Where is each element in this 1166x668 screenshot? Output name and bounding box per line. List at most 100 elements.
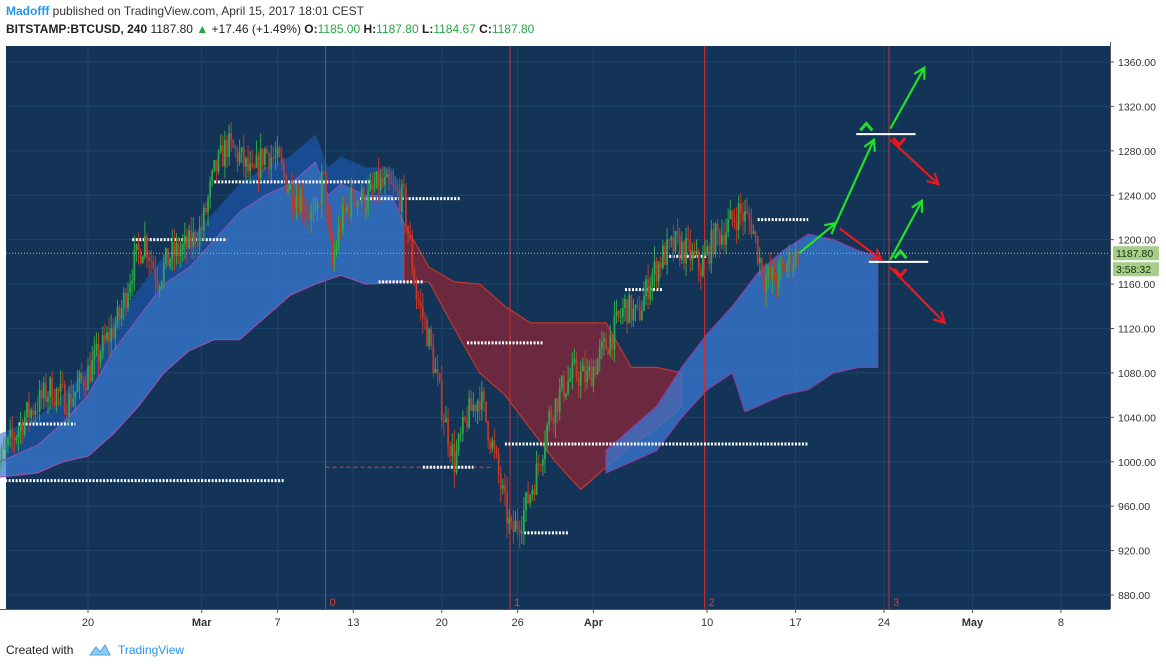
candle-body: [63, 384, 66, 414]
price-tick-label: 1040.00: [1118, 412, 1156, 424]
candle-body: [120, 308, 123, 320]
price-axis[interactable]: 880.00 920.00 960.00 1000.00 1040.00 1080.00 1…: [1110, 42, 1166, 632]
candle-body: [638, 305, 641, 321]
candle-body: [17, 430, 20, 438]
candle-body: [655, 261, 658, 282]
tradingview-link[interactable]: TradingView: [118, 643, 185, 657]
author-link[interactable]: Madofff: [6, 4, 50, 18]
candle-body: [245, 158, 247, 167]
candle-body: [405, 187, 407, 226]
candle-body: [150, 260, 153, 262]
candle-body: [417, 299, 420, 303]
candle-body: [525, 492, 527, 511]
candle-body: [445, 418, 447, 423]
candle-body: [66, 413, 68, 415]
candle-body: [110, 328, 113, 342]
candle-body: [373, 187, 376, 189]
candle-body: [752, 231, 755, 234]
candle-body: [398, 191, 401, 212]
candle-body: [651, 274, 654, 287]
candle-body: [661, 245, 664, 269]
candle-body: [558, 388, 561, 412]
candle-body: [647, 278, 650, 300]
candle-body: [748, 213, 751, 221]
candle-body: [487, 421, 490, 442]
candle-body: [369, 183, 372, 191]
candle-body: [78, 372, 81, 385]
candle-body: [280, 157, 283, 165]
candle-body: [158, 286, 161, 290]
candle-body: [346, 206, 348, 211]
candle-body: [727, 219, 730, 233]
cycle-label: 0: [330, 597, 336, 609]
candle-body: [556, 398, 559, 412]
candle-body: [624, 299, 626, 309]
candle-body: [689, 240, 692, 261]
candle-body: [259, 148, 262, 178]
candle-body: [89, 366, 92, 382]
green-arrow-head: [911, 198, 924, 213]
candle-body: [30, 409, 33, 418]
time-tick-label: 17: [789, 617, 801, 629]
candle-body: [289, 185, 292, 190]
candle-body: [238, 152, 241, 163]
candle-body: [21, 422, 24, 435]
last-price-tag: [1113, 246, 1159, 261]
candle-body: [175, 243, 178, 256]
candle-body: [285, 174, 287, 193]
candle-body: [377, 171, 380, 191]
cycle-label: 1: [514, 597, 520, 609]
price-tick-label: 1080.00: [1118, 368, 1156, 380]
candle-body: [34, 410, 37, 415]
candle-body: [571, 362, 574, 378]
green-arrow-head: [863, 137, 876, 152]
candle-body: [718, 231, 721, 245]
red-chevron: [892, 136, 907, 148]
candle-body: [605, 338, 607, 350]
candle-body: [42, 382, 45, 399]
level-lines: [0, 180, 809, 535]
candle-body: [388, 173, 391, 182]
close-label: C:: [479, 22, 492, 36]
candle-body: [190, 230, 193, 248]
candle-body: [432, 345, 435, 373]
candle-body: [303, 210, 306, 213]
candle-body: [200, 227, 203, 231]
price-tick-label: 920.00: [1118, 546, 1150, 558]
symbol-label[interactable]: BITSTAMP:BTCUSD, 240: [6, 22, 148, 36]
candle-body: [2, 447, 5, 449]
candle-body: [550, 411, 553, 419]
candle-body: [400, 184, 403, 212]
candle-body: [426, 320, 428, 347]
candle-body: [266, 148, 268, 154]
cycle-label: 3: [893, 597, 899, 609]
cycle-label: 2: [709, 597, 715, 609]
candle-body: [93, 349, 96, 360]
candle-body: [796, 250, 799, 266]
candle-body: [760, 257, 763, 279]
candle-body: [626, 299, 628, 324]
candle-body: [295, 198, 298, 208]
candle-body: [116, 307, 119, 325]
time-axis[interactable]: 20 Mar 7 13 20 26 Apr 10 17 24 May 8: [0, 609, 1166, 632]
candle-body: [697, 250, 700, 269]
candle-body: [301, 194, 304, 211]
candle-body: [211, 170, 214, 182]
candle-body: [152, 261, 155, 269]
time-tick-label: 10: [701, 617, 713, 629]
candle-body: [242, 147, 245, 167]
candle-body: [354, 199, 357, 207]
candle-body: [80, 372, 83, 381]
candle-body: [344, 204, 346, 211]
candle-body: [217, 151, 220, 172]
candle-body: [436, 369, 439, 374]
candle-body: [198, 227, 201, 247]
candle-body: [143, 236, 146, 257]
candle-body: [733, 219, 736, 223]
candle-body: [249, 163, 252, 172]
candle-body: [341, 204, 344, 231]
tradingview-cloud-icon: [89, 644, 111, 656]
candle-body: [9, 430, 11, 438]
